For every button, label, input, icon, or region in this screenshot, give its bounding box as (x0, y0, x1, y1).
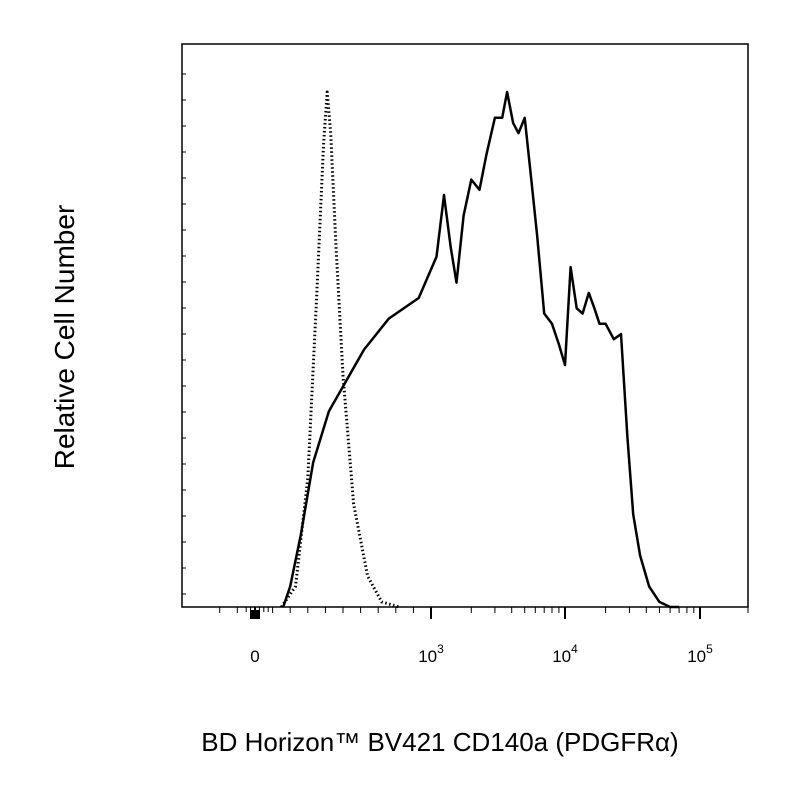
series-line-dotted (280, 90, 400, 609)
x-tick-label: 103 (418, 642, 444, 666)
plot-frame (181, 43, 749, 608)
x-tick-label: 0 (250, 647, 259, 666)
series-layer (280, 90, 680, 609)
y-axis-label: Relative Cell Number (49, 205, 80, 470)
x-axis-label: BD Horizon™ BV421 CD140a (PDGFRα) (201, 727, 678, 757)
x-zero-marker (250, 610, 260, 619)
tick-marks (182, 73, 749, 619)
tick-labels: 0 103 104 105 (250, 642, 713, 666)
x-tick-label: 104 (552, 642, 578, 666)
series-line-solid (282, 90, 680, 609)
x-tick-label: 105 (687, 642, 713, 666)
